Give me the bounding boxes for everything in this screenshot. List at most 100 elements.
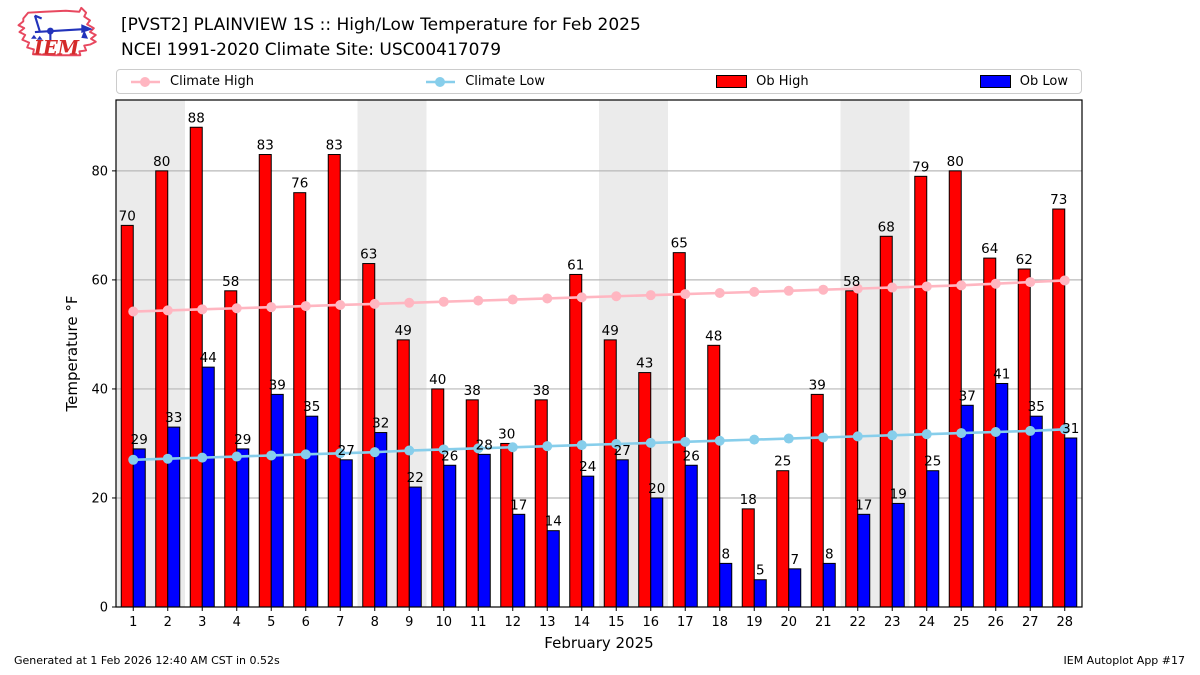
ob-low-value-label: 41 <box>993 366 1010 382</box>
climate-low-point <box>335 448 346 459</box>
ob-high-value-label: 49 <box>395 323 412 339</box>
ob-high-bar <box>500 442 514 608</box>
x-tick-label: 19 <box>746 615 763 630</box>
x-tick-label: 21 <box>815 615 832 630</box>
ob-high-value-label: 18 <box>740 492 757 508</box>
logo-text: IEM <box>33 36 80 59</box>
ob-high-bar <box>465 399 479 608</box>
ob-high-value-label: 58 <box>222 274 239 290</box>
x-tick-label: 18 <box>711 615 728 630</box>
ob-high-value-label: 76 <box>291 176 308 192</box>
ob-high-bar <box>914 175 928 608</box>
legend-label: Climate Low <box>465 74 545 89</box>
climate-low-point <box>576 440 587 451</box>
climate-low-point <box>714 435 725 446</box>
x-tick-label: 22 <box>849 615 866 630</box>
x-tick-label: 10 <box>435 615 452 630</box>
climate-high-point <box>197 304 208 315</box>
ob-low-bar <box>512 513 526 608</box>
ob-low-swatch-icon <box>979 75 1011 88</box>
ob-high-bar <box>741 508 755 608</box>
ob-high-value-label: 48 <box>705 328 722 344</box>
x-tick-label: 12 <box>504 615 521 630</box>
x-tick-label: 23 <box>884 615 901 630</box>
x-tick-label: 14 <box>573 615 590 630</box>
climate-high-point <box>990 278 1001 289</box>
climate-low-point <box>473 443 484 454</box>
x-tick-label: 28 <box>1056 615 1073 630</box>
x-tick-label: 16 <box>642 615 659 630</box>
ob-high-bar <box>534 399 548 608</box>
ob-high-value-label: 39 <box>809 377 826 393</box>
iem-logo: IEM <box>17 6 97 59</box>
ob-low-value-label: 27 <box>614 443 631 459</box>
x-tick-label: 5 <box>267 615 275 630</box>
x-tick-label: 9 <box>405 615 413 630</box>
ob-high-value-label: 61 <box>567 257 584 273</box>
climate-high-point <box>852 283 863 294</box>
climate-high-point <box>645 290 656 301</box>
ob-high-value-label: 83 <box>326 138 343 154</box>
x-tick-label: 1 <box>129 615 137 630</box>
ob-high-value-label: 65 <box>671 236 688 252</box>
ob-high-value-label: 83 <box>257 138 274 154</box>
x-tick-label: 17 <box>677 615 694 630</box>
climate-high-point <box>956 280 967 291</box>
ob-low-bar <box>753 579 767 608</box>
climate-high-point <box>714 287 725 298</box>
ob-high-value-label: 25 <box>774 454 791 470</box>
title-line1: [PVST2] PLAINVIEW 1S :: High/Low Tempera… <box>121 15 641 35</box>
legend-label: Ob High <box>756 74 809 89</box>
ob-low-bar <box>1029 415 1043 608</box>
climate-high-point <box>473 295 484 306</box>
x-tick-label: 25 <box>953 615 970 630</box>
ob-low-value-label: 35 <box>303 399 320 415</box>
climate-low-point <box>438 444 449 455</box>
ob-low-value-label: 32 <box>372 416 389 432</box>
ob-low-bar <box>339 459 353 608</box>
y-tick-label: 80 <box>91 164 108 179</box>
x-tick-label: 6 <box>302 615 310 630</box>
climate-low-point <box>1025 425 1036 436</box>
climate-high-point <box>128 306 139 317</box>
ob-high-bar <box>155 170 169 608</box>
ob-low-bar <box>822 562 836 608</box>
ob-low-bar <box>408 486 422 608</box>
ob-low-value-label: 8 <box>825 546 834 562</box>
ob-high-value-label: 80 <box>947 154 964 170</box>
climate-low-point <box>749 434 760 445</box>
ob-high-value-label: 58 <box>843 274 860 290</box>
y-tick-label: 40 <box>91 382 108 397</box>
x-tick-label: 20 <box>780 615 797 630</box>
ob-high-bar <box>1052 208 1066 608</box>
ob-high-swatch-icon <box>716 75 748 88</box>
footer-app-text: IEM Autoplot App #17 <box>1063 654 1186 667</box>
climate-low-point <box>404 445 415 456</box>
weather-vane-icon <box>31 14 93 41</box>
ob-high-bar <box>189 126 203 608</box>
ob-low-value-label: 33 <box>165 410 182 426</box>
ob-low-value-label: 29 <box>234 432 251 448</box>
ob-high-value-label: 38 <box>464 383 481 399</box>
climate-low-point <box>887 430 898 441</box>
ob-low-value-label: 44 <box>200 350 217 366</box>
climate-low-point <box>921 429 932 440</box>
ob-high-bar <box>810 393 824 608</box>
climate-low-point <box>542 441 553 452</box>
ob-low-value-label: 8 <box>721 546 730 562</box>
climate-low-point <box>266 450 277 461</box>
x-tick-label: 27 <box>1022 615 1039 630</box>
ob-low-bar <box>1064 437 1078 608</box>
x-tick-label: 3 <box>198 615 206 630</box>
ob-low-value-label: 27 <box>338 443 355 459</box>
climate-low-point <box>369 447 380 458</box>
ob-low-value-label: 17 <box>510 497 527 513</box>
ob-low-bar <box>581 475 595 608</box>
climate-high-point <box>369 298 380 309</box>
ob-low-bar <box>684 464 698 608</box>
climate-high-point <box>818 284 829 295</box>
climate-high-point <box>542 293 553 304</box>
climate-low-point <box>162 453 173 464</box>
ob-low-bar <box>270 393 284 608</box>
